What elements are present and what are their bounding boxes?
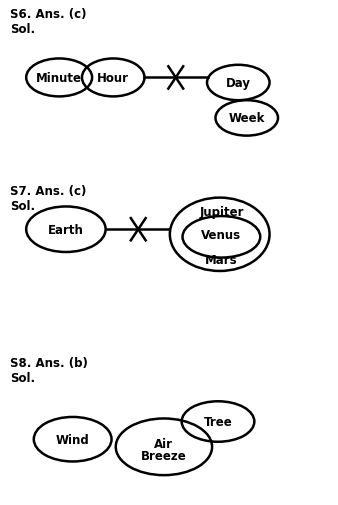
Text: S8. Ans. (b)
Sol.: S8. Ans. (b) Sol. (10, 356, 88, 384)
Text: Week: Week (228, 112, 265, 125)
Text: Wind: Wind (56, 433, 90, 446)
Text: Hour: Hour (97, 72, 129, 85)
Text: Day: Day (226, 77, 251, 90)
Text: Venus: Venus (201, 228, 241, 241)
Text: Jupiter: Jupiter (199, 206, 244, 219)
Text: Earth: Earth (48, 223, 84, 236)
Text: Air: Air (154, 437, 173, 450)
Text: S6. Ans. (c)
Sol.: S6. Ans. (c) Sol. (10, 8, 87, 35)
Text: Mars: Mars (205, 254, 238, 267)
Text: Minute: Minute (36, 72, 82, 85)
Text: Tree: Tree (203, 415, 233, 428)
Text: Breeze: Breeze (141, 449, 187, 462)
Text: S7. Ans. (c)
Sol.: S7. Ans. (c) Sol. (10, 184, 87, 212)
